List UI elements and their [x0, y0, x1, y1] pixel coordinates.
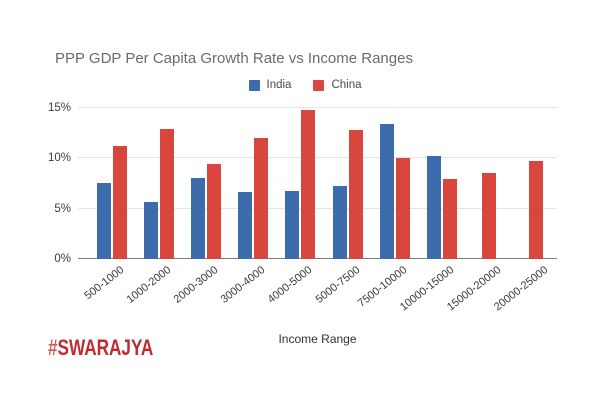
legend-item-india: India [248, 79, 292, 91]
x-tick-label: 4000-5000 [265, 264, 315, 306]
x-tick-label: 15000-20000 [445, 264, 504, 314]
bar-china-15000-20000 [482, 173, 497, 259]
gridline [78, 107, 557, 108]
swarajya-logo: #SWARAJYA [48, 335, 153, 360]
x-tick-label: 20000-25000 [492, 264, 551, 314]
bar-group-10000-15000: 10000-15000 [398, 108, 465, 313]
x-tick-label: 5000-7500 [313, 264, 363, 306]
logo-hash: # [48, 335, 58, 360]
bar-group-500-1000: 500-1000 [82, 108, 135, 302]
bar-india-3000-4000 [238, 191, 253, 259]
bar-india-10000-15000 [427, 156, 442, 259]
bar-india-500-1000 [96, 182, 111, 259]
bar-groups: 500-1000 1000-2000 2000-3000 3000-4000 4000-… [82, 108, 560, 313]
bar-china-7500-10000 [395, 158, 410, 259]
x-axis-title: Income Range [278, 332, 357, 346]
x-tick-label: 3000-4000 [218, 264, 268, 306]
bar-china-3000-4000 [254, 138, 269, 259]
chart-title: PPP GDP Per Capita Growth Rate vs Income… [55, 50, 413, 67]
x-tick-label: 2000-3000 [171, 264, 221, 306]
india-swatch-icon [248, 79, 260, 91]
china-swatch-icon [313, 79, 325, 91]
plot-area: 0% 5% 10% 15% 500-1000 1000-2000 2000-3000 300… [48, 102, 560, 313]
bar-india-1000-2000 [143, 201, 158, 259]
y-tick-label: 15% [47, 102, 71, 114]
legend-label-china: China [331, 79, 362, 91]
x-tick-label: 500-1000 [81, 264, 126, 303]
bar-china-10000-15000 [443, 178, 458, 259]
bar-india-4000-5000 [285, 190, 300, 259]
bar-china-4000-5000 [301, 110, 316, 259]
bar-china-5000-7500 [348, 130, 363, 259]
bar-china-20000-25000 [529, 161, 544, 259]
x-tick-label: 10000-15000 [397, 264, 457, 314]
x-tick-label: 1000-2000 [124, 264, 174, 306]
legend-label-india: India [266, 79, 292, 91]
x-tick-label: 7500-10000 [355, 264, 410, 310]
legend: India China [0, 79, 610, 91]
y-tick-label: 10% [47, 152, 71, 165]
bar-india-7500-10000 [379, 124, 394, 259]
logo-name: SWARAJYA [57, 335, 154, 360]
bar-india-5000-7500 [332, 185, 347, 259]
bar-china-500-1000 [112, 146, 127, 259]
bar-china-1000-2000 [159, 129, 174, 259]
y-tick-label: 5% [54, 202, 71, 215]
bar-group-7500-10000: 7500-10000 [356, 108, 418, 310]
legend-item-china: China [313, 79, 362, 91]
gridline [78, 157, 557, 159]
bar-group-4000-5000: 4000-5000 [266, 108, 324, 306]
bar-china-2000-3000 [207, 164, 221, 259]
x-axis-line [78, 258, 557, 259]
bar-group-3000-4000: 3000-4000 [219, 108, 277, 306]
bar-india-2000-3000 [191, 177, 205, 259]
bar-group-20000-25000: 20000-25000 [492, 108, 560, 313]
bar-group-2000-3000: 2000-3000 [172, 108, 229, 306]
gridline [78, 207, 557, 209]
bar-group-1000-2000: 1000-2000 [124, 108, 182, 306]
y-tick-label: 0% [54, 253, 71, 265]
bar-group-15000-20000: 15000-20000 [445, 108, 513, 313]
bar-group-5000-7500: 5000-7500 [313, 108, 371, 306]
